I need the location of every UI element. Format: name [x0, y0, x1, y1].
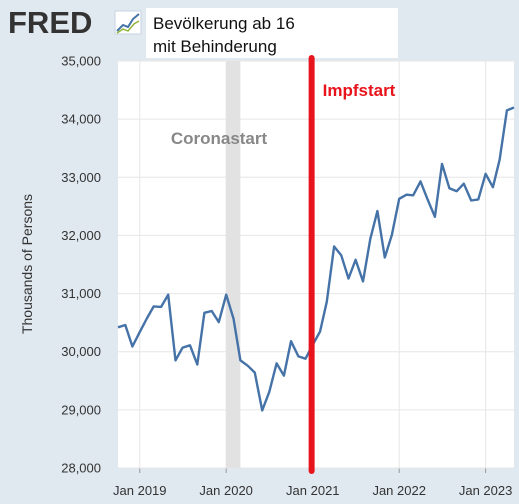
y-axis-tick-labels: 28,000 29,000 30,000 31,000 32,000 33,000 34,0…	[61, 54, 101, 476]
y-tick-label: 35,000	[61, 54, 101, 69]
chart-title-line-2: mit Behinderung	[153, 37, 277, 56]
y-tick-label: 30,000	[61, 344, 101, 359]
x-tick-label: Jan 2020	[199, 483, 253, 498]
title-box	[146, 8, 398, 58]
x-tick-label: Jan 2022	[372, 483, 426, 498]
y-tick-label: 31,000	[61, 286, 101, 301]
annotation-impfstart: Impfstart	[323, 81, 396, 100]
x-tick-label: Jan 2023	[459, 483, 513, 498]
x-axis-tick-labels: Jan 2019 Jan 2020 Jan 2021 Jan 2022 Jan 2023	[113, 483, 512, 498]
y-tick-label: 28,000	[61, 461, 101, 476]
y-grid	[118, 60, 514, 469]
y-tick-label: 33,000	[61, 170, 101, 185]
plot-area	[118, 61, 514, 468]
y-tick-label: 29,000	[61, 402, 101, 417]
fred-logo: FRED	[8, 5, 142, 40]
chart-title-line-1: Bevölkerung ab 16	[153, 14, 295, 33]
annotation-coronastart: Coronastart	[171, 129, 268, 148]
x-tick-label: Jan 2021	[286, 483, 340, 498]
line-chart-icon	[114, 10, 142, 35]
fred-logo-text: FRED	[8, 5, 92, 40]
y-axis-label: Thousands of Persons	[19, 194, 35, 334]
recession-bands	[226, 61, 241, 468]
y-tick-label: 34,000	[61, 112, 101, 127]
x-tick-label: Jan 2019	[113, 483, 167, 498]
recession-band	[226, 61, 241, 468]
series-line	[117, 106, 515, 412]
annotation-labels: Coronastart Impfstart	[171, 81, 396, 148]
y-tick-label: 32,000	[61, 228, 101, 243]
